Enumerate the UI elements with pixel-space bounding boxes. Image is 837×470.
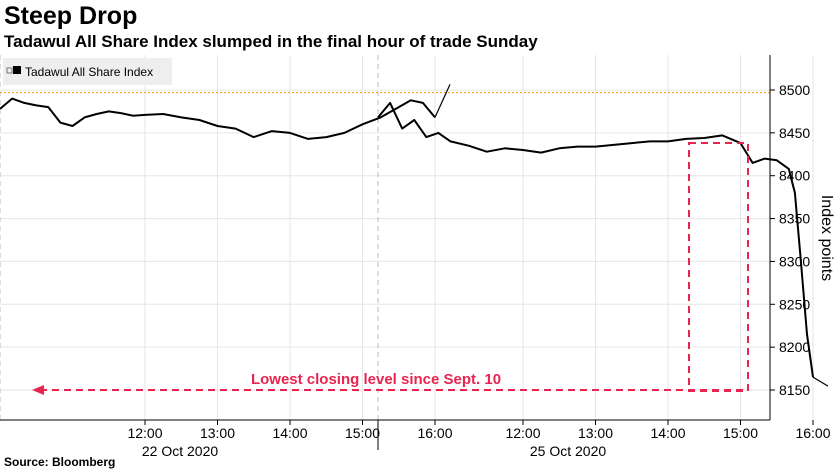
- y-tick-label: 8450: [779, 125, 810, 141]
- y-tick-label: 8250: [779, 296, 810, 312]
- x-tick-label: 16:00: [417, 425, 452, 441]
- y-tick-label: 8400: [779, 168, 810, 184]
- closing-tick-line: [812, 376, 829, 387]
- x-tick-label: 12:00: [127, 425, 162, 441]
- legend: Tadawul All Share Index: [3, 58, 172, 85]
- x-tick-label: 14:00: [650, 425, 685, 441]
- chart-subtitle: Tadawul All Share Index slumped in the f…: [4, 32, 538, 51]
- y-tick-label: 8300: [779, 253, 810, 269]
- series-line: [377, 101, 814, 378]
- x-tick-label: 15:00: [345, 425, 380, 441]
- legend-label: Tadawul All Share Index: [25, 65, 153, 79]
- closing-tick-line: [434, 84, 451, 118]
- series-layer: [0, 84, 829, 387]
- x-tick-label: 13:00: [578, 425, 613, 441]
- highlight-box: [688, 142, 749, 392]
- annotation-arrowhead: [32, 385, 44, 395]
- y-tick-label: 8200: [779, 339, 810, 355]
- legend-small-icon: [6, 67, 13, 74]
- session-date-label: 25 Oct 2020: [530, 443, 606, 459]
- x-tick-label: 14:00: [272, 425, 307, 441]
- axes: 8150 8200 8250 8300 8350 8400 8450 8500 12:00 13:…: [0, 55, 831, 459]
- session-date-label: 22 Oct 2020: [142, 443, 218, 459]
- x-tick-label: 16:00: [795, 425, 830, 441]
- y-tick-label: 8500: [779, 82, 810, 98]
- y-tick-label: 8350: [779, 211, 810, 227]
- x-tick-label: 12:00: [505, 425, 540, 441]
- series-line: [0, 97, 436, 140]
- y-tick-label: 8150: [779, 382, 810, 398]
- chart-title: Steep Drop: [4, 2, 138, 30]
- legend-box: [3, 58, 172, 85]
- source-note: Source: Bloomberg: [4, 455, 116, 469]
- grid: [0, 55, 814, 420]
- legend-swatch: [13, 66, 21, 74]
- x-tick-label: 15:00: [723, 425, 758, 441]
- annotation-layer: Lowest closing level since Sept. 10: [32, 142, 749, 395]
- annotation-label: Lowest closing level since Sept. 10: [251, 371, 501, 388]
- y-axis-label: Index points: [818, 195, 835, 281]
- x-tick-label: 13:00: [200, 425, 235, 441]
